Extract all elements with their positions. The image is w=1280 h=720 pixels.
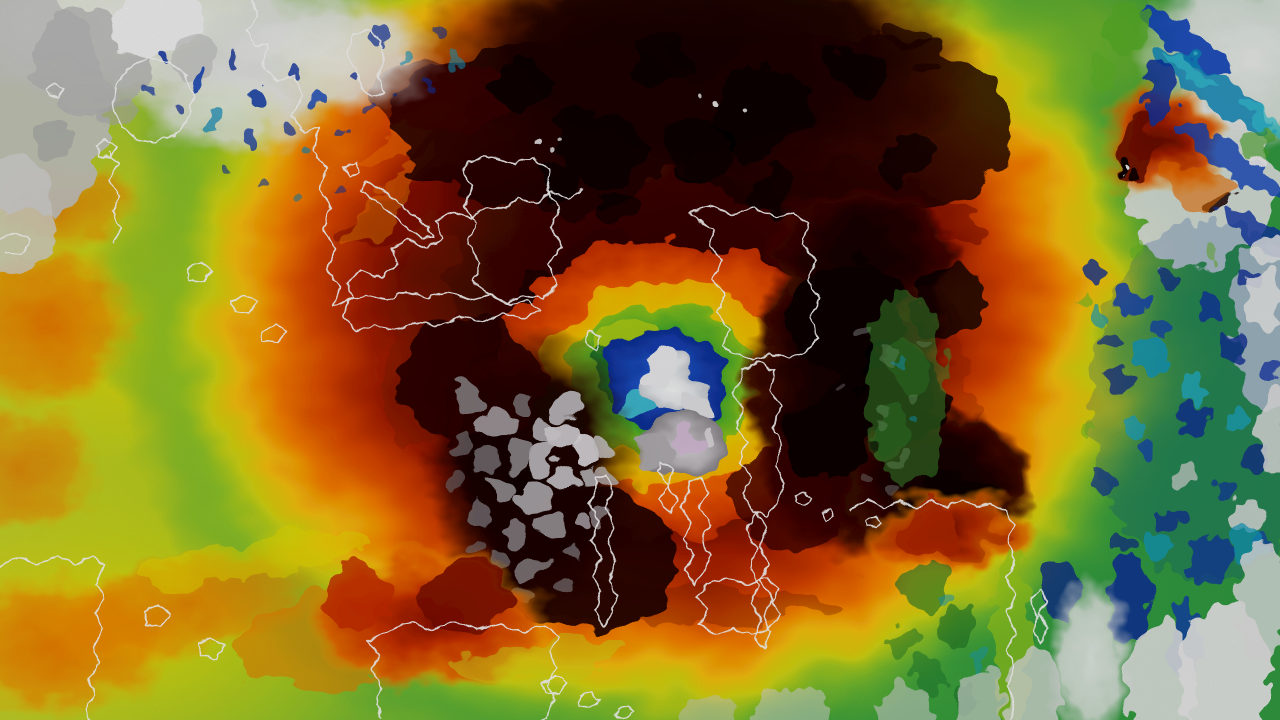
satellite-ir-image: [0, 0, 1280, 720]
film-grain-overlay: [0, 0, 1280, 720]
satellite-image-viewport: Colorized infrared satellite image of a …: [0, 0, 1280, 720]
